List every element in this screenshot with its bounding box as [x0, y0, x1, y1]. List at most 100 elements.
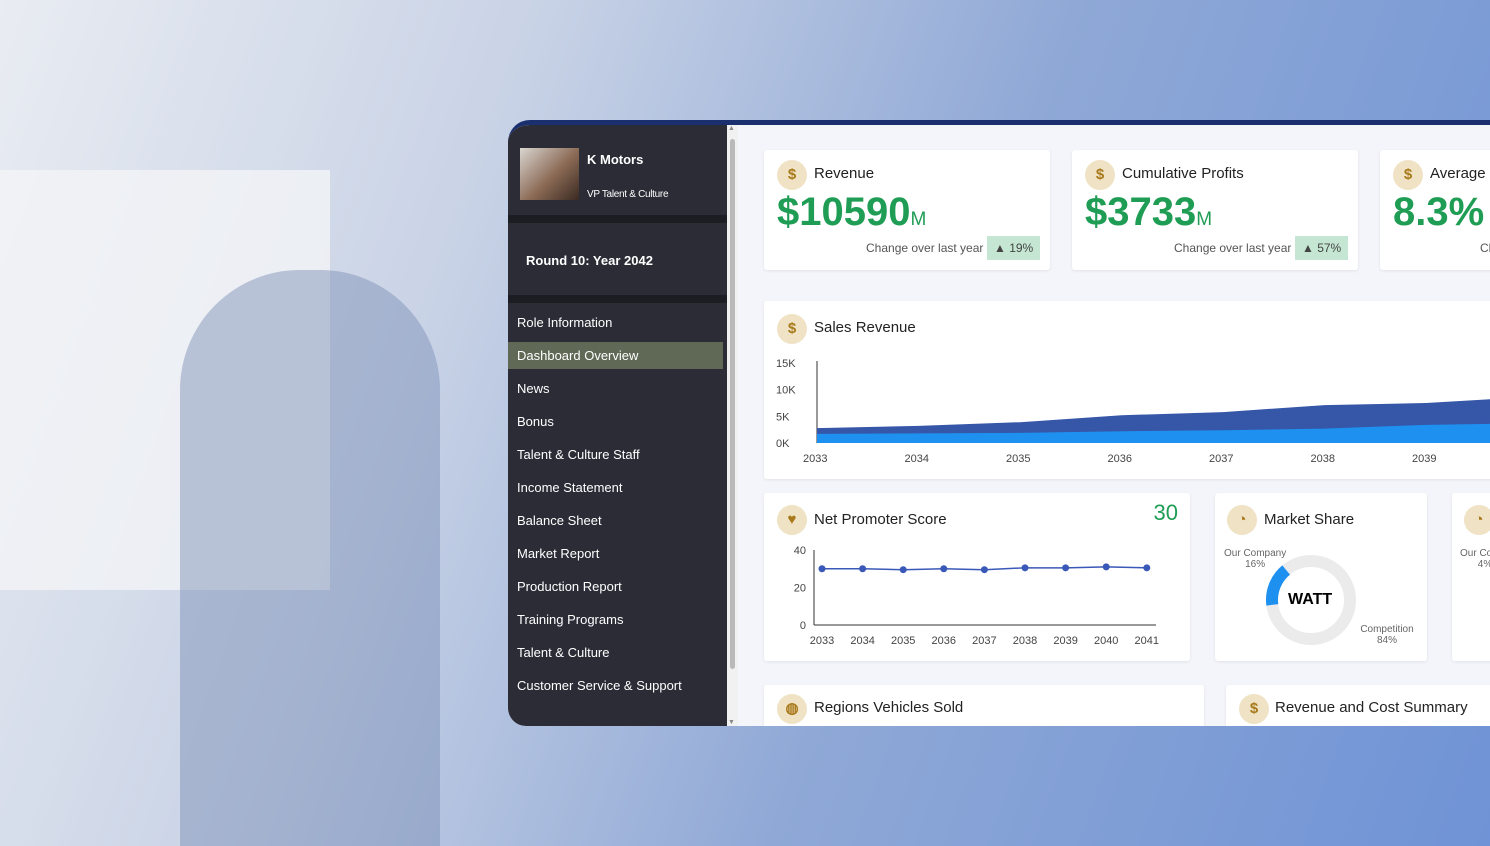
y-tick-label: 15K [776, 358, 796, 370]
sidebar-item-production-report[interactable]: Production Report [517, 579, 622, 594]
profile: K Motors VP Talent & Culture [508, 125, 727, 223]
nps-card: ♥ Net Promoter Score 30 0 20 40 2033 2034 203… [764, 493, 1190, 661]
nps-point [899, 566, 907, 574]
scroll-up-icon[interactable]: ▲ [728, 125, 735, 132]
company-name: K Motors [587, 152, 644, 167]
pie-chart-icon: ◔ [1464, 505, 1490, 535]
market-share-card: ◔ Market Share Our Company 16% WATT Compe… [1215, 493, 1427, 661]
y-tick-label: 0 [800, 620, 806, 632]
background-photo [0, 170, 330, 590]
y-tick-label: 5K [776, 411, 790, 423]
sidebar-item-talent-culture[interactable]: Talent & Culture [517, 645, 610, 660]
change-label: Ch [1480, 241, 1490, 255]
x-tick-label: 2033 [810, 635, 834, 647]
x-tick-label: 2040 [1094, 635, 1118, 647]
kpi-card-revenue: $ Revenue $10590M Change over last year … [764, 150, 1050, 270]
nps-point [1143, 564, 1151, 572]
nps-point [859, 565, 867, 573]
competition-label: Competition 84% [1360, 624, 1414, 646]
our-company-label: Our Company 16% [1224, 548, 1287, 570]
background-photo-people [180, 270, 440, 846]
sales-revenue-card: $ Sales Revenue 0K 5K 10K 15K 2033 2034 2035 20… [764, 301, 1490, 479]
x-tick-label: 2036 [1108, 453, 1132, 465]
scrollbar[interactable]: ▲ ▼ [727, 125, 738, 726]
change-label: Change over last year [1174, 241, 1292, 255]
sidebar-item-talent-culture-staff[interactable]: Talent & Culture Staff [517, 447, 640, 462]
sales-area-series-1 [817, 423, 1490, 443]
sidebar-nav: Role Information Dashboard Overview News Bo… [508, 303, 727, 699]
y-tick-label: 10K [776, 385, 796, 397]
user-heart-icon: ♥ [777, 505, 807, 535]
x-tick-label: 2038 [1013, 635, 1037, 647]
y-tick-label: 40 [794, 545, 806, 557]
nps-point [818, 565, 826, 573]
x-tick-label: 2039 [1053, 635, 1077, 647]
x-tick-label: 2033 [803, 453, 827, 465]
x-tick-label: 2037 [972, 635, 996, 647]
search-dollar-icon: $ [1239, 694, 1269, 724]
change-badge: ▲ 57% [1295, 236, 1349, 260]
nps-point [940, 565, 948, 573]
avatar [520, 148, 579, 200]
sidebar-item-customer-service-support[interactable]: Customer Service & Support [517, 678, 682, 693]
nps-point [980, 566, 988, 574]
card-title: Regions Vehicles Sold [814, 699, 964, 716]
nps-current-value: 30 [1153, 500, 1178, 525]
nps-point [1102, 563, 1110, 571]
market-share-donut [1266, 555, 1356, 645]
x-tick-label: 2035 [891, 635, 915, 647]
y-tick-label: 0K [776, 438, 790, 450]
pie-chart-icon: ◔ [1227, 505, 1257, 535]
our-company-label: Our Company4% [1460, 548, 1490, 570]
money-bag-icon: $ [777, 160, 807, 190]
market-share-card-2: ◔ Our Company4% [1452, 493, 1490, 661]
scroll-down-icon[interactable]: ▼ [728, 719, 735, 726]
sidebar-item-training-programs[interactable]: Training Programs [517, 612, 624, 627]
revenue-cost-summary-card: $ Revenue and Cost Summary [1226, 685, 1490, 726]
kpi-card-average: $ Average 8.3% Ch [1380, 150, 1490, 270]
donut-center-label: WATT [1288, 591, 1333, 608]
user-role: VP Talent & Culture [587, 189, 669, 200]
globe-icon: ◍ [777, 694, 807, 724]
scrollbar-thumb[interactable] [730, 139, 735, 669]
x-tick-label: 2035 [1006, 453, 1030, 465]
y-tick-label: 20 [794, 583, 806, 595]
x-tick-label: 2034 [905, 453, 929, 465]
sidebar-item-dashboard-overview[interactable]: Dashboard Overview [508, 342, 723, 369]
card-title: Market Share [1264, 511, 1355, 528]
kpi-title: Cumulative Profits [1122, 165, 1244, 182]
card-title: Revenue and Cost Summary [1275, 699, 1468, 716]
sidebar-item-bonus[interactable]: Bonus [517, 414, 554, 429]
sidebar-item-role-information[interactable]: Role Information [517, 315, 613, 330]
x-tick-label: 2037 [1209, 453, 1233, 465]
card-title: Net Promoter Score [814, 511, 947, 528]
donut-our-company-slice [1266, 565, 1291, 606]
nps-point [1021, 564, 1029, 572]
x-tick-label: 2036 [932, 635, 956, 647]
coins-icon: $ [1085, 160, 1115, 190]
kpi-title: Revenue [814, 165, 875, 182]
x-tick-label: 2041 [1135, 635, 1159, 647]
regions-vehicles-sold-card: ◍ Regions Vehicles Sold [764, 685, 1204, 726]
card-title: Sales Revenue [814, 319, 916, 336]
x-tick-label: 2039 [1412, 453, 1436, 465]
sidebar-item-news[interactable]: News [517, 381, 550, 396]
change-badge: ▲ 19% [987, 236, 1041, 260]
dashboard-window: K Motors VP Talent & Culture Round 10: Y… [508, 120, 1490, 726]
kpi-value: 8.3% [1393, 190, 1485, 234]
x-tick-label: 2034 [850, 635, 874, 647]
x-tick-label: 2038 [1311, 453, 1335, 465]
kpi-title: Average [1430, 165, 1486, 182]
sidebar-item-market-report[interactable]: Market Report [517, 546, 600, 561]
sales-revenue-chart: 0K5K10K15K203320342035203620372038203920… [776, 358, 1490, 465]
hand-money-icon: $ [777, 314, 807, 344]
kpi-value: $10590M [777, 190, 927, 234]
sidebar-item-balance-sheet[interactable]: Balance Sheet [517, 513, 602, 528]
kpi-card-cumulative-profits: $ Cumulative Profits $3733M Change over … [1072, 150, 1358, 270]
sidebar-item-income-statement[interactable]: Income Statement [517, 480, 623, 495]
scales-icon: $ [1393, 160, 1423, 190]
kpi-value: $3733M [1085, 190, 1213, 234]
nps-point [1062, 564, 1070, 572]
change-label: Change over last year [866, 241, 984, 255]
